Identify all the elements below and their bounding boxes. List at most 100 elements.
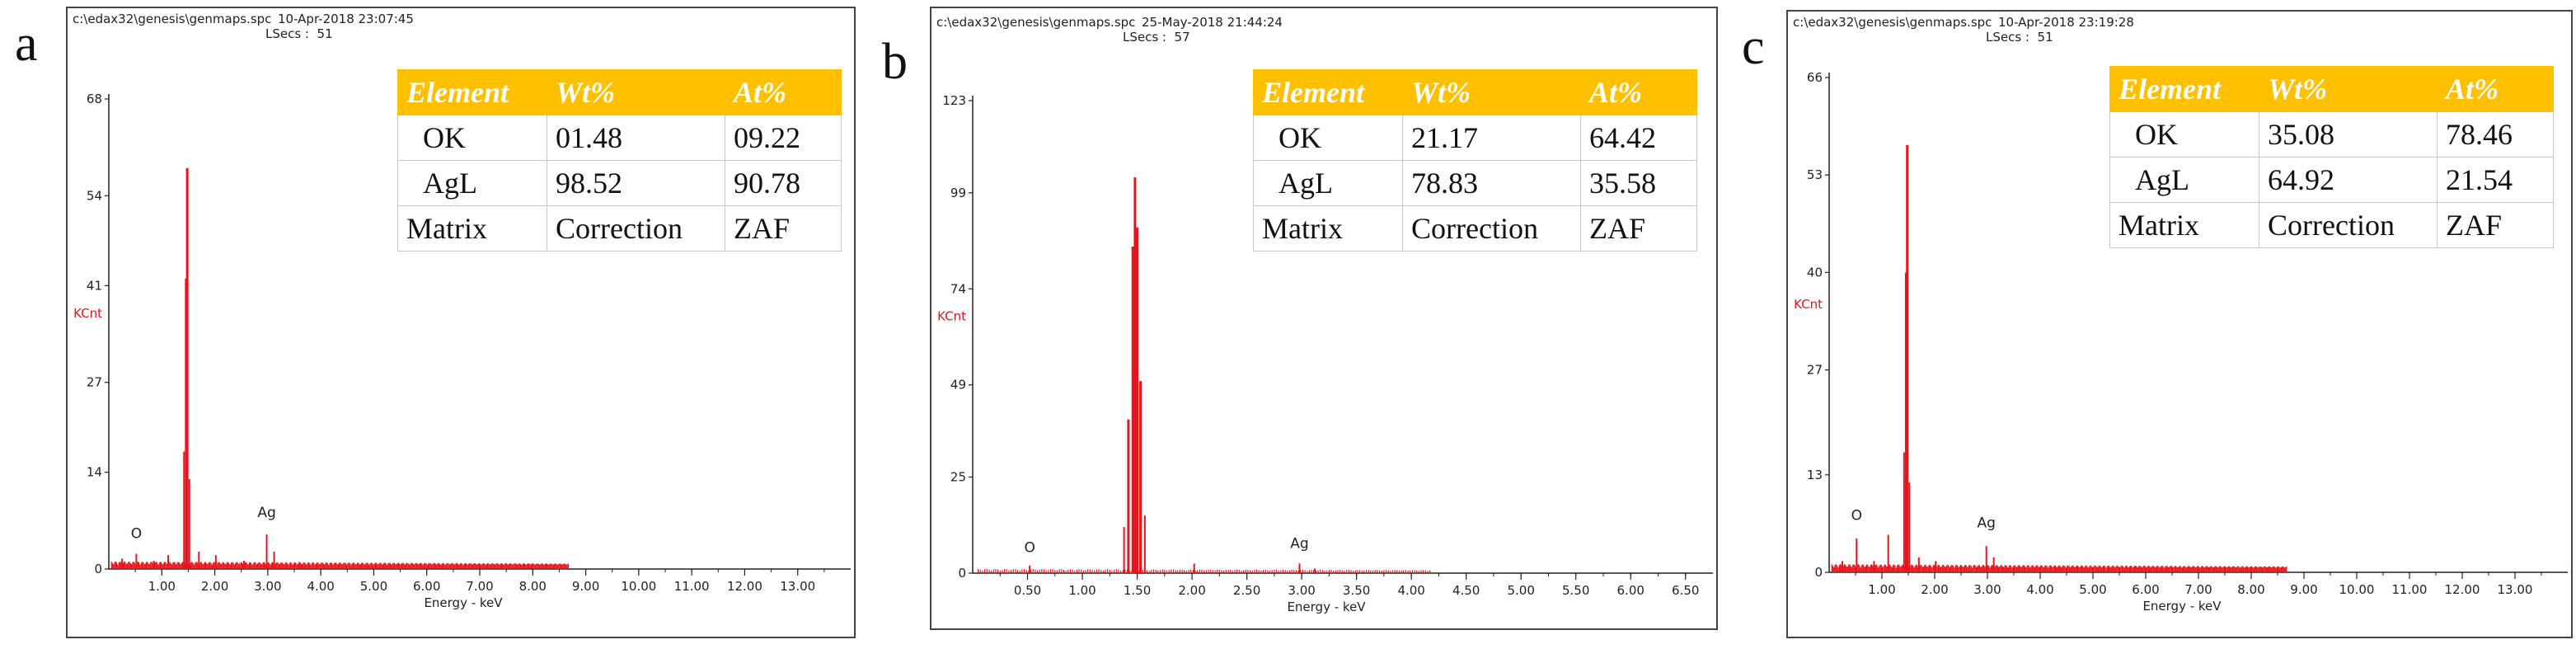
- panel-label: a: [15, 16, 38, 72]
- x-tick-label: 1.00: [148, 579, 176, 594]
- x-tick-label: 5.00: [360, 579, 387, 594]
- table-cell: Correction: [547, 205, 725, 252]
- x-axis-label: Energy - keV: [2142, 599, 2222, 614]
- spectrum-plot: 0 25 49 74 99 123 KCnt 0.50 1.00 1.50 2.00 2.50 3.00…: [937, 93, 1713, 614]
- x-tick-label: 7.00: [466, 579, 493, 594]
- table-cell: 21.17: [1402, 115, 1581, 161]
- table-row: Matrix Correction ZAF: [1253, 205, 1697, 252]
- panel-c: c c:\edax32\genesis\genmaps.spc 10-Apr-2…: [1719, 0, 2576, 649]
- x-tick-label: 9.00: [2290, 582, 2317, 597]
- table-cell: AgL: [1253, 160, 1403, 206]
- live-seconds: LSecs : 51: [1986, 30, 2053, 45]
- table-row: AgL 98.52 90.78: [397, 160, 842, 206]
- x-tick-label: 12.00: [727, 579, 762, 594]
- y-tick-label: 41: [87, 278, 102, 293]
- table-cell: 78.83: [1402, 160, 1581, 206]
- y-axis-label: KCnt: [1794, 297, 1823, 312]
- column-header: Element: [2109, 66, 2259, 112]
- composition-table: Element Wt% At% OK 21.17 64.42 AgL 78.83…: [1253, 69, 1697, 252]
- x-tick-label: 11.00: [2392, 582, 2428, 597]
- spectrum-baseline: [978, 568, 1431, 573]
- composition-table: Element Wt% At% OK 35.08 78.46 AgL 64.92…: [2109, 66, 2554, 248]
- y-tick-label: 25: [950, 470, 966, 485]
- acquisition-datetime: 10-Apr-2018 23:07:45: [278, 12, 414, 26]
- table-row: Matrix Correction ZAF: [397, 205, 842, 252]
- x-tick-label: 11.00: [674, 579, 710, 594]
- x-tick-label: 4.00: [1397, 583, 1424, 598]
- acquisition-datetime: 10-Apr-2018 23:19:28: [1998, 15, 2134, 30]
- y-tick-label: 99: [950, 186, 966, 200]
- peak-label: O: [131, 525, 142, 542]
- table-cell: 90.78: [725, 160, 842, 206]
- table-cell: AgL: [397, 160, 547, 206]
- x-tick-label: 2.00: [1178, 583, 1205, 598]
- x-tick-label: 12.00: [2445, 582, 2480, 597]
- panel-label: c: [1742, 19, 1765, 75]
- y-tick-label: 13: [1807, 468, 1823, 482]
- table-cell: 64.42: [1580, 115, 1697, 161]
- x-tick-label: 4.50: [1452, 583, 1480, 598]
- y-tick-label: 27: [87, 375, 102, 390]
- table-cell: Correction: [1402, 205, 1581, 252]
- column-header: Element: [397, 69, 547, 115]
- x-tick-label: 13.00: [2498, 582, 2533, 597]
- x-tick-label: 3.00: [1288, 583, 1315, 598]
- x-tick-label: 4.00: [307, 579, 334, 594]
- spectrum-plot: 0 13 27 40 53 66 KCnt 1.00 2.00 3.00 4.00 5.00 6.00 7…: [1794, 70, 2568, 614]
- spectrum-plot: 0 14 27 41 54 68 KCnt 1.00 2.00 3.00 4.00 5.00 6.00 7…: [73, 92, 851, 610]
- table-cell: 64.92: [2259, 157, 2438, 203]
- panel-label: b: [882, 34, 908, 90]
- x-tick-label: 1.00: [1868, 582, 1895, 597]
- table-row: AgL 78.83 35.58: [1253, 160, 1697, 206]
- x-tick-label: 2.50: [1233, 583, 1260, 598]
- y-tick-label: 123: [942, 93, 966, 108]
- table-cell: ZAF: [2437, 202, 2554, 248]
- table-cell: Correction: [2259, 202, 2438, 248]
- x-tick-label: 10.00: [2339, 582, 2375, 597]
- table-row: Matrix Correction ZAF: [2109, 202, 2554, 248]
- table-cell: 09.22: [725, 115, 842, 161]
- x-tick-label: 3.00: [254, 579, 281, 594]
- table-cell: OK: [1253, 115, 1403, 161]
- table-cell: 35.08: [2259, 111, 2438, 158]
- y-tick-label: 14: [87, 465, 102, 480]
- x-tick-label: 3.00: [1973, 582, 2001, 597]
- column-header: Wt%: [547, 69, 725, 115]
- file-path: c:\edax32\genesis\genmaps.spc: [1793, 15, 1992, 30]
- x-tick-label: 13.00: [780, 579, 815, 594]
- table-cell: 21.54: [2437, 157, 2554, 203]
- chart-frame: c:\edax32\genesis\genmaps.spc 25-May-201…: [930, 7, 1718, 630]
- table-row: AgL 64.92 21.54: [2109, 157, 2554, 203]
- y-axis-label: KCnt: [73, 306, 102, 321]
- composition-table: Element Wt% At% OK 01.48 09.22 AgL 98.52…: [397, 69, 842, 252]
- panel-a: a c:\edax32\genesis\genmaps.spc 10-Apr-2…: [0, 0, 857, 649]
- x-tick-label: 0.50: [1014, 583, 1041, 598]
- peak-label: O: [1024, 539, 1035, 556]
- table-cell: AgL: [2109, 157, 2259, 203]
- table-cell: 98.52: [547, 160, 725, 206]
- acquisition-datetime: 25-May-2018 21:44:24: [1142, 15, 1283, 30]
- table-row: OK 35.08 78.46: [2109, 111, 2554, 158]
- x-tick-label: 5.50: [1562, 583, 1589, 598]
- y-tick-label: 74: [950, 281, 966, 296]
- y-tick-label: 27: [1807, 363, 1823, 378]
- table-cell: ZAF: [725, 205, 842, 252]
- column-header: Wt%: [2259, 66, 2438, 112]
- table-cell: OK: [397, 115, 547, 161]
- x-tick-label: 8.00: [519, 579, 547, 594]
- table-cell: 78.46: [2437, 111, 2554, 158]
- spectrum-baseline: [110, 561, 569, 569]
- table-cell: 01.48: [547, 115, 725, 161]
- x-tick-label: 2.00: [201, 579, 228, 594]
- y-tick-label: 53: [1807, 167, 1823, 182]
- table-cell: ZAF: [1580, 205, 1697, 252]
- peak-label: Ag: [1290, 536, 1308, 553]
- chart-frame: c:\edax32\genesis\genmaps.spc 10-Apr-201…: [1786, 10, 2573, 638]
- table-header-row: Element Wt% At%: [2109, 66, 2554, 112]
- table-cell: OK: [2109, 111, 2259, 158]
- column-header: Element: [1253, 69, 1403, 115]
- y-tick-label: 49: [950, 378, 966, 393]
- x-tick-label: 5.00: [2079, 582, 2106, 597]
- table-header-row: Element Wt% At%: [397, 69, 842, 115]
- table-cell: Matrix: [397, 205, 547, 252]
